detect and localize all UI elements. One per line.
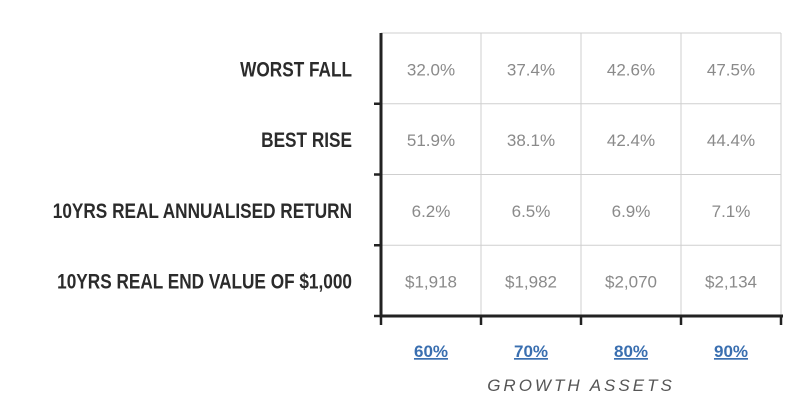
table-cell-value: 6.9%	[612, 202, 651, 221]
table-cell-value: $2,134	[705, 273, 757, 292]
column-labels: 60% 70% 80% 90%	[414, 342, 748, 361]
table-cell-value: 7.1%	[712, 202, 751, 221]
table-cell-value: 42.4%	[607, 131, 655, 150]
table-cell-value: 42.6%	[607, 60, 655, 79]
column-label: 90%	[714, 342, 748, 361]
x-axis-title: GROWTH ASSETS	[487, 376, 675, 395]
table-cell-value: 51.9%	[407, 131, 455, 150]
axis-layer	[374, 33, 783, 325]
row-label: BEST RISE	[261, 130, 352, 153]
row-label: WORST FALL	[240, 59, 352, 82]
table-cell-value: 38.1%	[507, 131, 555, 150]
table-cell-value: 32.0%	[407, 60, 455, 79]
table-cell-value: 6.2%	[412, 202, 451, 221]
row-label: 10YRS REAL END VALUE OF $1,000	[57, 271, 352, 294]
table-cell-value: 44.4%	[707, 131, 755, 150]
table-cell-value: 37.4%	[507, 60, 555, 79]
row-labels: WORST FALL BEST RISE 10YRS REAL ANNUALISED…	[53, 59, 352, 294]
row-label: 10YRS REAL ANNUALISED RETURN	[53, 200, 352, 223]
column-label: 60%	[414, 342, 448, 361]
table-cell-value: 6.5%	[512, 202, 551, 221]
table-cells: 32.0% 37.4% 42.6% 47.5% 51.9% 38.1% 42.4% 44.4%…	[405, 60, 757, 291]
table-cell-value: 47.5%	[707, 60, 755, 79]
table-cell-value: $1,918	[405, 273, 457, 292]
table-cell-value: $1,982	[505, 273, 557, 292]
column-label: 70%	[514, 342, 548, 361]
table-cell-value: $2,070	[605, 273, 657, 292]
grid-layer	[381, 32, 782, 316]
column-label: 80%	[614, 342, 648, 361]
